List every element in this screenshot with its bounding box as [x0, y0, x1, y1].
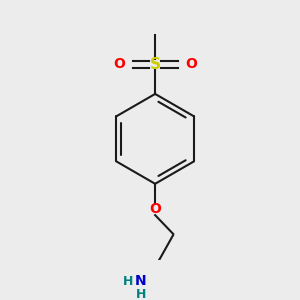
Text: N: N — [135, 274, 147, 288]
Text: H: H — [136, 288, 146, 300]
Text: O: O — [113, 57, 125, 71]
Text: S: S — [150, 57, 160, 72]
Text: H: H — [123, 275, 133, 288]
Text: O: O — [149, 202, 161, 217]
Text: O: O — [185, 57, 197, 71]
